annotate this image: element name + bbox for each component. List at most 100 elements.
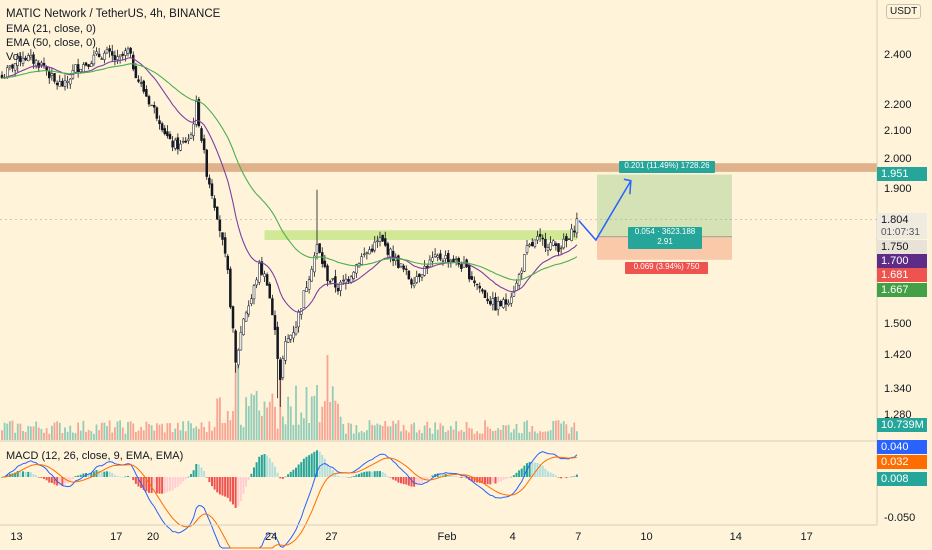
volume-bar xyxy=(394,423,397,440)
entry-info-line1: 0.054 · 3623.188 xyxy=(634,227,696,236)
candle-body xyxy=(189,134,193,139)
time-axis-label: 17 xyxy=(110,531,123,543)
volume-bar xyxy=(468,427,471,440)
volume-bar xyxy=(413,422,416,440)
candle-body xyxy=(116,56,119,60)
candle-body xyxy=(6,67,9,78)
macd-histogram-bar xyxy=(218,477,221,495)
macd-histogram-bar xyxy=(381,471,384,477)
macd-histogram-bar xyxy=(371,471,374,477)
volume-bar xyxy=(289,406,292,440)
macd-histogram-bar xyxy=(470,477,473,482)
volume-bar xyxy=(77,422,80,440)
volume-bar xyxy=(32,426,35,440)
time-axis-label: 7 xyxy=(575,531,582,543)
macd-histogram-bar xyxy=(127,475,129,477)
candle-body xyxy=(273,315,277,330)
macd-histogram-bar xyxy=(77,475,80,477)
macd-histogram-bar xyxy=(169,477,171,491)
candle-body xyxy=(499,300,502,307)
volume-bar xyxy=(552,420,555,440)
candle-body xyxy=(171,140,174,148)
candle-body xyxy=(405,268,408,271)
volume-bar xyxy=(478,433,481,440)
last-price-badge: 1.804 01:07:31 xyxy=(877,213,927,239)
macd-histogram-bar xyxy=(484,477,486,484)
volume-bar xyxy=(216,398,219,440)
price-axis-label: 1.500 xyxy=(884,318,912,330)
macd-histogram-bar xyxy=(465,477,468,479)
candle-body xyxy=(223,237,227,254)
volume-bar xyxy=(476,431,479,440)
candle-body xyxy=(423,266,426,276)
volume-bar xyxy=(253,395,255,440)
volume-bar xyxy=(268,401,271,440)
currency-button[interactable]: USDT xyxy=(886,4,922,19)
macd-histogram-bar xyxy=(478,477,481,483)
macd-histogram-bar xyxy=(560,477,563,479)
entry-info-label[interactable]: 0.054 · 3623.188 2.91 xyxy=(628,227,702,249)
symbol-title[interactable]: MATIC Network / TetherUS, 4h, BINANCE xyxy=(6,8,221,20)
macd-histogram-bar xyxy=(528,462,531,477)
macd-histogram-bar xyxy=(376,471,379,477)
macd-histogram-bar xyxy=(473,477,476,482)
macd-histogram-bar xyxy=(368,471,371,477)
candle-body xyxy=(454,258,458,261)
volume-bar xyxy=(410,424,413,440)
volume-bar xyxy=(491,431,494,440)
macd-histogram-bar xyxy=(71,477,74,479)
macd-histogram-bar xyxy=(455,476,458,477)
volume-bar xyxy=(90,431,93,440)
price-axis-label: 2.000 xyxy=(884,153,912,166)
candle-body xyxy=(137,79,140,82)
stop-info-label[interactable]: 0.069 (3.94%) 750 xyxy=(625,262,708,274)
volume-bar xyxy=(45,428,48,440)
macd-histogram-bar xyxy=(43,477,45,479)
volume-bar xyxy=(50,425,53,440)
candle-body xyxy=(192,123,195,136)
candle-body xyxy=(489,300,492,305)
volume-bar xyxy=(213,426,216,440)
volume-bar xyxy=(347,422,350,440)
volume-bar xyxy=(153,430,156,440)
macd-histogram-bar xyxy=(132,477,135,481)
price-axis-label: 2.400 xyxy=(884,49,912,61)
macd-histogram-bar xyxy=(568,477,570,478)
candle-body xyxy=(242,318,245,335)
macd-histogram-bar xyxy=(247,477,250,481)
ema50-legend[interactable]: EMA (50, close, 0) xyxy=(6,37,96,49)
candle-body xyxy=(100,58,103,60)
macd-histogram-bar xyxy=(82,473,85,477)
candle-body xyxy=(147,96,151,105)
candle-body xyxy=(307,279,311,290)
price-axis-label: 2.200 xyxy=(884,98,912,111)
macd-histogram-bar xyxy=(40,477,43,478)
candle-body xyxy=(126,48,130,54)
volume-legend[interactable]: Vol xyxy=(6,51,22,63)
macd-histogram-bar xyxy=(510,476,513,478)
volume-bar xyxy=(121,427,124,440)
volume-bar xyxy=(310,396,313,440)
volume-bar xyxy=(565,424,568,440)
candle-body xyxy=(460,264,463,269)
macd-histogram-bar xyxy=(460,477,463,479)
candle-body xyxy=(339,281,342,291)
volume-bar xyxy=(415,432,418,440)
macd-histogram-bar xyxy=(37,477,40,478)
candle-body xyxy=(420,274,424,278)
volume-bar xyxy=(292,424,295,440)
macd-histogram-bar xyxy=(491,477,494,484)
volume-bar xyxy=(92,433,95,440)
candle-body xyxy=(139,82,143,84)
price-axis-label: 2.100 xyxy=(884,125,912,138)
macd-histogram-bar xyxy=(213,477,216,490)
volume-bar xyxy=(308,423,311,440)
ema21-legend[interactable]: EMA (21, close, 0) xyxy=(6,23,96,35)
macd-histogram-bar xyxy=(292,469,295,477)
macd-legend[interactable]: MACD (12, 26, close, 9, EMA, EMA) xyxy=(6,450,184,462)
macd-histogram-bar xyxy=(449,475,452,477)
macd-histogram-bar xyxy=(250,473,253,477)
target-info-label[interactable]: 0.201 (11.49%) 1728.26 xyxy=(619,161,715,173)
candle-body xyxy=(415,276,418,283)
